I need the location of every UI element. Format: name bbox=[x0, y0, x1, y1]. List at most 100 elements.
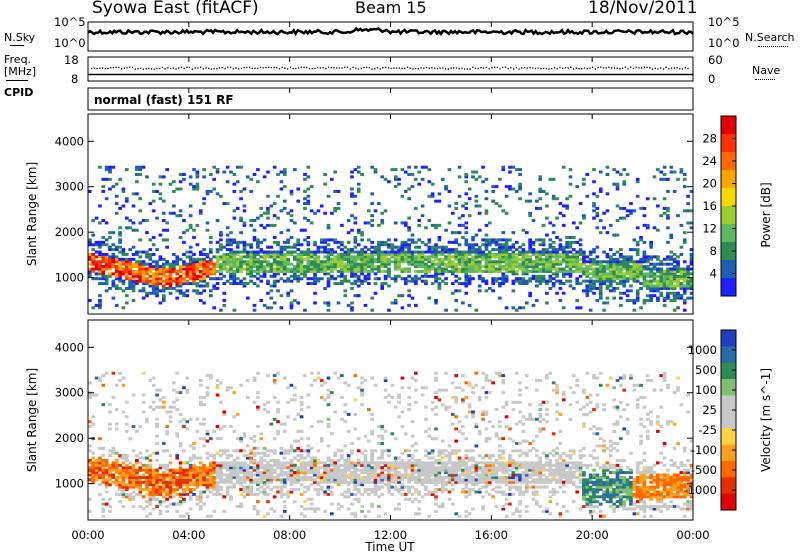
power-cell bbox=[414, 250, 418, 254]
velocity-cell bbox=[256, 425, 260, 429]
velocity-cell bbox=[353, 412, 358, 416]
power-cell bbox=[319, 204, 324, 208]
velocity-cell bbox=[340, 468, 344, 472]
power-cell bbox=[427, 255, 432, 259]
velocity-cell bbox=[269, 471, 274, 475]
power-cell bbox=[182, 294, 186, 298]
velocity-cell bbox=[141, 473, 146, 477]
power-cell bbox=[568, 269, 573, 273]
power-cell bbox=[108, 267, 112, 271]
power-cell bbox=[417, 219, 422, 223]
power-cell bbox=[602, 308, 606, 312]
power-cell bbox=[464, 269, 469, 273]
velocity-cell bbox=[151, 451, 156, 455]
power-cell bbox=[612, 265, 616, 269]
velocity-cell bbox=[185, 478, 190, 482]
power-cell bbox=[232, 274, 237, 278]
power-cell bbox=[437, 265, 442, 269]
power-cell bbox=[108, 255, 112, 259]
power-cell bbox=[535, 279, 539, 283]
velocity-cell bbox=[222, 410, 227, 414]
velocity-cell bbox=[360, 376, 364, 380]
velocity-cell bbox=[256, 463, 260, 467]
velocity-cell bbox=[242, 432, 247, 436]
velocity-cell bbox=[131, 485, 136, 489]
power-cell bbox=[635, 267, 640, 271]
power-cell bbox=[686, 269, 690, 273]
power-cell bbox=[605, 262, 610, 266]
velocity-cell bbox=[293, 393, 297, 397]
power-cell bbox=[387, 274, 391, 278]
velocity-cell bbox=[326, 473, 331, 477]
power-cell bbox=[511, 282, 516, 286]
power-cell bbox=[585, 294, 590, 298]
velocity-cell bbox=[279, 461, 284, 465]
nave-dot bbox=[189, 66, 191, 69]
velocity-cell bbox=[91, 456, 96, 460]
power-cell bbox=[689, 257, 694, 261]
power-cell bbox=[689, 267, 694, 271]
power-cell bbox=[588, 257, 593, 261]
power-cell bbox=[494, 262, 499, 266]
nave-dot bbox=[670, 67, 673, 69]
velocity-cell bbox=[158, 492, 163, 496]
velocity-cell bbox=[141, 507, 146, 511]
velocity-cell bbox=[185, 480, 190, 484]
nave-dot bbox=[540, 68, 542, 70]
velocity-cell bbox=[202, 468, 206, 472]
power-cell bbox=[484, 260, 489, 264]
velocity-cell bbox=[219, 381, 223, 385]
velocity-cell bbox=[148, 483, 153, 487]
power-cell bbox=[363, 277, 368, 281]
power-cell bbox=[535, 238, 539, 242]
velocity-cell bbox=[121, 483, 126, 487]
power-cell bbox=[104, 197, 109, 201]
velocity-cell bbox=[266, 374, 270, 378]
velocity-cell bbox=[414, 468, 418, 472]
power-cell bbox=[578, 265, 583, 269]
velocity-cell bbox=[145, 485, 149, 489]
velocity-cell bbox=[124, 483, 129, 487]
power-cell bbox=[363, 274, 368, 278]
velocity-cell bbox=[111, 451, 116, 455]
power-cell bbox=[528, 262, 532, 266]
velocity-cell bbox=[148, 500, 153, 504]
power-cell bbox=[168, 265, 173, 269]
velocity-cell bbox=[198, 492, 203, 496]
power-cell bbox=[165, 262, 169, 266]
power-cell bbox=[326, 267, 331, 271]
power-cell bbox=[524, 279, 529, 283]
power-cell bbox=[484, 289, 489, 293]
velocity-cell bbox=[330, 463, 334, 467]
power-cell bbox=[185, 269, 190, 273]
power-cell bbox=[407, 294, 411, 298]
velocity-cell bbox=[198, 456, 203, 460]
velocity-cell bbox=[420, 495, 425, 499]
power-cell bbox=[417, 257, 422, 261]
velocity-cell bbox=[299, 415, 304, 419]
power-cell bbox=[114, 260, 119, 264]
power-cell bbox=[178, 284, 183, 288]
velocity-cell bbox=[249, 451, 253, 455]
power-cell bbox=[672, 284, 677, 288]
velocity-cell bbox=[215, 471, 220, 475]
velocity-cell bbox=[178, 420, 183, 424]
power-cell bbox=[165, 267, 169, 271]
power-cell bbox=[252, 260, 257, 264]
power-cell bbox=[602, 274, 606, 278]
power-cell bbox=[558, 211, 563, 215]
power-cell bbox=[309, 252, 314, 256]
power-cell bbox=[538, 257, 543, 261]
power-cell bbox=[235, 180, 240, 184]
velocity-cell bbox=[333, 451, 338, 455]
power-cell bbox=[212, 177, 217, 181]
power-cell bbox=[94, 243, 99, 247]
power-cell bbox=[625, 172, 630, 176]
power-cell bbox=[94, 260, 99, 264]
power-cell bbox=[340, 269, 344, 273]
power-cell bbox=[629, 257, 633, 261]
power-cell bbox=[477, 265, 482, 269]
velocity-cell bbox=[306, 471, 311, 475]
velocity-cell bbox=[101, 514, 106, 518]
velocity-cell bbox=[387, 480, 391, 484]
